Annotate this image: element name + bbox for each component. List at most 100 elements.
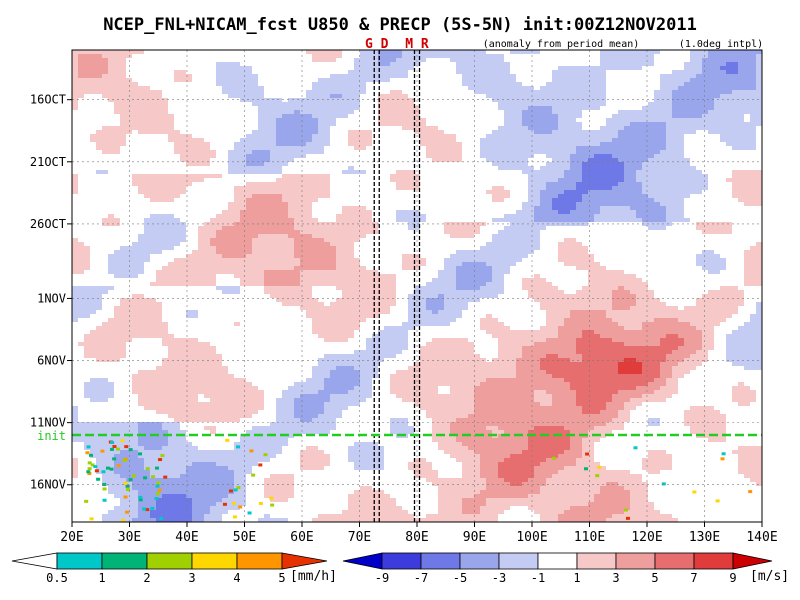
u850-cell xyxy=(588,146,595,151)
u850-cell xyxy=(636,174,643,179)
u850-cell xyxy=(294,58,301,63)
u850-cell xyxy=(318,166,325,171)
u850-cell xyxy=(660,206,667,211)
u850-cell xyxy=(594,186,601,191)
u850-cell xyxy=(264,182,271,187)
u850-cell xyxy=(546,178,553,183)
u850-cell xyxy=(78,186,85,191)
u850-cell xyxy=(78,178,85,183)
u850-cell xyxy=(420,218,427,223)
u850-cell xyxy=(84,58,91,63)
u850-cell xyxy=(702,154,709,159)
u850-cell xyxy=(84,178,91,183)
u850-cell xyxy=(204,110,211,115)
u850-cell xyxy=(648,66,655,71)
u850-cell xyxy=(582,62,589,67)
u850-cell xyxy=(270,114,277,119)
u850-cell xyxy=(246,182,253,187)
u850-cell xyxy=(354,54,361,59)
u850-cell xyxy=(384,82,391,87)
u850-cell xyxy=(276,190,283,195)
u850-cell xyxy=(714,186,721,191)
u850-cell xyxy=(90,218,97,223)
u850-cell xyxy=(540,170,547,175)
u850-cell xyxy=(648,166,655,171)
u850-cell xyxy=(582,198,589,203)
u850-cell xyxy=(204,70,211,75)
u850-cell xyxy=(336,78,343,83)
u850-cell xyxy=(396,146,403,151)
u850-cell xyxy=(78,214,85,219)
u850-cell xyxy=(204,162,211,167)
u850-cell xyxy=(270,90,277,95)
u850-cell xyxy=(144,98,151,103)
u850-cell xyxy=(480,54,487,59)
u850-cell xyxy=(174,174,181,179)
u850-cell xyxy=(678,158,685,163)
u850-cell xyxy=(222,58,229,63)
u850-cell xyxy=(618,86,625,91)
u850-cell xyxy=(468,166,475,171)
u850-cell xyxy=(342,98,349,103)
u850-cell xyxy=(672,194,679,199)
u850-cell xyxy=(708,126,715,131)
u850-cell xyxy=(234,186,241,191)
u850-cell xyxy=(306,150,313,155)
u850-cell xyxy=(450,114,457,119)
u850-cell xyxy=(720,82,727,87)
u850-cell xyxy=(354,78,361,83)
u850-cell xyxy=(606,146,613,151)
u850-cell xyxy=(456,174,463,179)
u850-cell xyxy=(480,198,487,203)
u850-cell xyxy=(696,202,703,207)
u850-cell xyxy=(648,70,655,75)
u850-cell xyxy=(438,174,445,179)
u850-cell xyxy=(642,166,649,171)
u850-cell xyxy=(384,86,391,91)
u850-cell xyxy=(378,110,385,115)
u850-cell xyxy=(516,174,523,179)
u850-cell xyxy=(582,138,589,143)
u850-cell xyxy=(744,214,751,219)
u850-cell xyxy=(258,146,265,151)
u850-cell xyxy=(258,194,265,199)
u850-cell xyxy=(252,70,259,75)
u850-cell xyxy=(402,198,409,203)
u850-cell xyxy=(240,114,247,119)
u850-cell xyxy=(564,54,571,59)
u850-cell xyxy=(462,186,469,191)
u850-cell xyxy=(408,118,415,123)
u850-cell xyxy=(240,214,247,219)
u850-cell xyxy=(624,66,631,71)
u850-cell xyxy=(708,158,715,163)
u850-cell xyxy=(318,214,325,219)
u850-cell xyxy=(144,142,151,147)
u850-cell xyxy=(600,174,607,179)
u850-cell xyxy=(480,114,487,119)
u850-cell xyxy=(132,78,139,83)
u850-cell xyxy=(108,146,115,151)
u850-cell xyxy=(84,194,91,199)
u850-cell xyxy=(282,154,289,159)
u850-cell xyxy=(666,194,673,199)
u850-cell xyxy=(474,74,481,79)
u850-cell xyxy=(450,166,457,171)
u850-cell xyxy=(624,94,631,99)
u850-cell xyxy=(696,150,703,155)
u850-cell xyxy=(360,114,367,119)
u850-cell xyxy=(636,78,643,83)
u850-cell xyxy=(300,222,307,227)
u850-cell xyxy=(366,126,373,131)
u850-cell xyxy=(546,122,553,127)
u850-cell xyxy=(90,54,97,59)
u850-cell xyxy=(612,146,619,151)
u850-cell xyxy=(552,54,559,59)
u850-cell xyxy=(702,182,709,187)
u850-cell xyxy=(336,170,343,175)
u850-cell xyxy=(420,182,427,187)
u850-cell xyxy=(342,162,349,167)
u850-cell xyxy=(390,214,397,219)
u850-cell xyxy=(468,126,475,131)
u850-cell xyxy=(720,186,727,191)
u850-cell xyxy=(234,98,241,103)
